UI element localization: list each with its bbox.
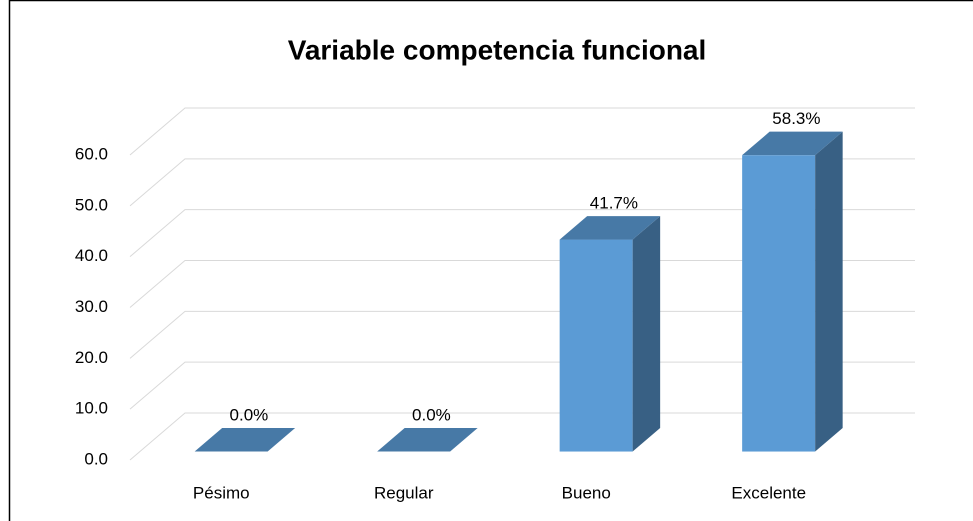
- grid-line: [129, 209, 915, 258]
- x-tick-label: Regular: [374, 483, 434, 502]
- y-tick-label: 30.0: [75, 297, 108, 316]
- chart-title: Variable competencia funcional: [288, 34, 707, 65]
- grid-line: [129, 107, 915, 156]
- value-label: 0.0%: [230, 406, 269, 425]
- bar-front: [742, 155, 816, 452]
- bar-front: [559, 239, 633, 452]
- y-tick-label: 10.0: [75, 399, 108, 418]
- y-tick-label: 20.0: [75, 348, 108, 367]
- x-tick-label: Excelente: [731, 483, 806, 502]
- x-tick-label: Pésimo: [193, 483, 250, 502]
- grid-line: [129, 361, 915, 410]
- grid-line: [129, 412, 915, 461]
- bar-side: [815, 131, 843, 452]
- value-label: 0.0%: [412, 406, 451, 425]
- y-tick-label: 60.0: [75, 144, 108, 163]
- y-tick-label: 50.0: [75, 195, 108, 214]
- value-label: 58.3%: [772, 109, 820, 128]
- grid-line: [129, 260, 915, 308]
- bar-top: [377, 428, 478, 452]
- bar-side: [632, 216, 661, 452]
- bar-top: [559, 216, 661, 240]
- x-tick-label: Bueno: [562, 483, 611, 502]
- bar: [377, 428, 478, 452]
- grid-line: [129, 158, 915, 207]
- y-tick-label: 40.0: [75, 246, 108, 265]
- y-tick-label: 0.0: [84, 449, 108, 468]
- bar-top: [194, 428, 296, 452]
- bar-top: [742, 131, 843, 156]
- bar: [194, 428, 296, 452]
- grid-line: [129, 310, 915, 359]
- value-label: 41.7%: [590, 194, 638, 213]
- chart-frame: [8, 0, 973, 521]
- bar: [742, 131, 843, 452]
- bar: [559, 216, 661, 452]
